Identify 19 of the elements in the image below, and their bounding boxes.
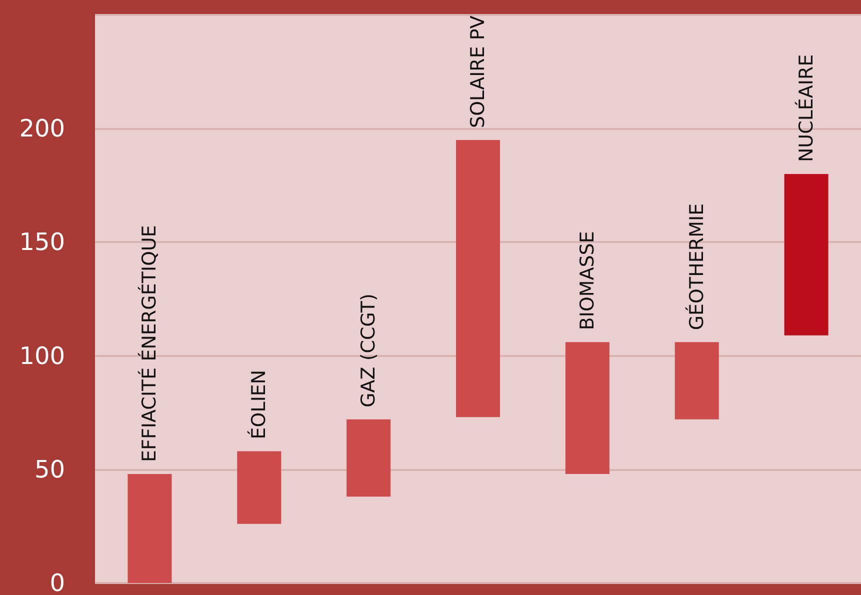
bar: [784, 174, 828, 336]
bar: [674, 342, 719, 420]
y-tick-label: 50: [34, 455, 65, 484]
bar: [456, 140, 500, 418]
x-tick-label: GÉOTHERMIE: [684, 203, 708, 330]
bar: [128, 474, 172, 583]
x-tick-label: GAZ (CCGT): [358, 294, 380, 408]
y-tick-label: 0: [50, 569, 65, 595]
x-tick-label: NUCLÉAIRE: [794, 54, 818, 162]
x-tick-label: EFFIACITÉ ÉNERGÉTIQUE: [138, 225, 161, 462]
x-tick-label: ÉOLIEN: [247, 370, 270, 440]
x-tick-label: SOLAIRE PV: [467, 16, 489, 128]
y-tick-label: 100: [19, 342, 65, 370]
x-tick-label: BIOMASSE: [576, 231, 598, 330]
y-tick-label: 150: [19, 228, 65, 256]
bar: [237, 451, 282, 524]
bar: [565, 342, 610, 474]
y-tick-label: 200: [19, 114, 65, 143]
bar: [346, 419, 391, 497]
